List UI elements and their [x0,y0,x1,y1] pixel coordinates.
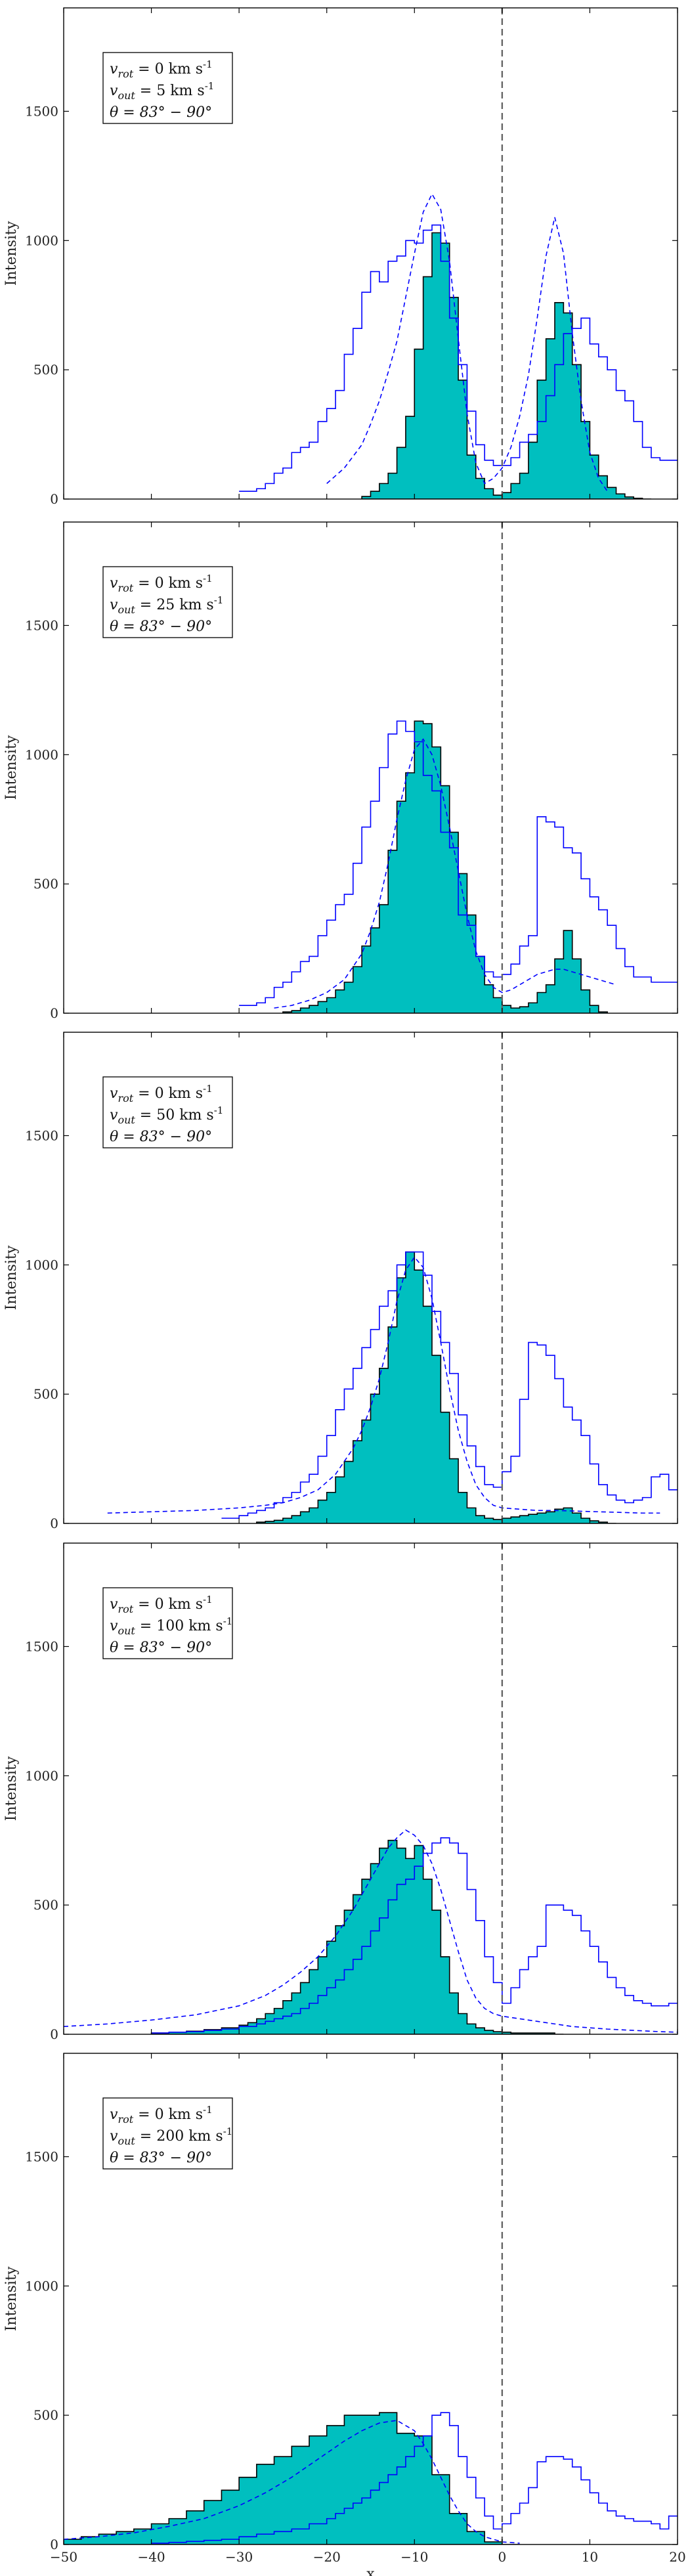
annotation-line: vrot = 0 km s-1 [110,58,213,80]
x-tick-label: −40 [137,2549,165,2565]
y-tick-label: 1500 [25,103,58,119]
plot-area [64,1829,678,2034]
y-axis-label: Intensity [3,1245,20,1310]
outline-histogram [151,1837,678,2034]
model-curve [107,1256,660,1514]
annotation-line: vrot = 0 km s-1 [110,1083,213,1104]
y-tick-label: 500 [33,1897,58,1913]
x-tick-label: −50 [50,2549,77,2565]
plot-area [107,1251,678,1523]
y-tick-label: 1000 [25,1257,58,1273]
annotation-line: vrot = 0 km s-1 [110,2104,213,2126]
y-axis-label: Intensity [3,735,20,800]
annotation-frame [102,1076,233,1148]
x-tick-label: −10 [400,2549,428,2565]
model-curve [64,2420,520,2544]
model-curve [64,1829,678,2033]
y-tick-label: 1000 [25,2278,58,2294]
y-tick-label: 1000 [25,1768,58,1783]
chart-panel-1: 0 500 1000 1500 Intensity vrot = 0 km s-1vout… [3,7,678,507]
plot-frame [63,1542,678,2035]
annotation-line: vrot = 0 km s-1 [110,573,213,594]
y-tick-label: 1000 [25,232,58,248]
chart-panel-2: 0 500 1000 1500 Intensity vrot = 0 km s-1vout… [3,521,678,1021]
y-axis-label: Intensity [3,221,20,286]
filled-histogram [256,1251,616,1523]
chart-panel-4: 0 500 1000 1500 Intensity vrot = 0 km s-1vout… [3,1542,678,2042]
annotation-frame [102,1587,233,1659]
y-tick-label: 500 [33,2407,58,2423]
x-tick-label: 20 [669,2549,685,2565]
plot-area [64,2412,678,2544]
filled-histogram [361,232,651,499]
y-tick-label: 1500 [25,1127,58,1143]
annotation-frame [102,566,233,638]
y-axis-label: Intensity [3,1756,20,1821]
y-tick-label: 0 [50,1005,58,1021]
y-tick-label: 1500 [25,2149,58,2164]
annotation-line: vout = 50 km s-1 [110,1104,223,1126]
annotation-line: θ = 83° − 90° [110,619,212,635]
outline-histogram [151,2412,678,2544]
y-tick-label: 0 [50,2026,58,2042]
filled-histogram [282,720,608,1013]
annotation-line: vout = 5 km s-1 [110,80,214,102]
annotation-line: θ = 83° − 90° [110,2150,212,2166]
plot-area [239,720,678,1013]
plot-frame [63,7,678,500]
plot-frame [63,1032,678,1524]
model-curve [326,192,608,492]
chart-panel-3: 0 500 1000 1500 Intensity vrot = 0 km s-1vout… [3,1032,678,1531]
x-tick-label: 0 [498,2549,506,2565]
x-tick-label: 10 [582,2549,598,2565]
x-tick-label: −20 [313,2549,341,2565]
model-curve [274,738,616,1009]
outline-histogram [239,224,678,492]
plot-frame [63,521,678,1014]
chart-panel-5: −50 −40 −30 −20 −10 0 10 20 0 500 1000 1500 Intensit… [3,2053,686,2576]
y-tick-label: 1500 [25,617,58,633]
annotation-line: vout = 100 km s-1 [110,1615,232,1637]
y-tick-label: 1000 [25,747,58,762]
annotation-line: vrot = 0 km s-1 [110,1594,213,1615]
annotation-line: θ = 83° − 90° [110,1129,212,1145]
annotation-line: θ = 83° − 90° [110,104,212,121]
x-axis-label: x [366,2566,375,2576]
y-tick-label: 500 [33,362,58,378]
plot-frame [63,2053,678,2545]
y-tick-label: 500 [33,1386,58,1402]
y-axis-label: Intensity [3,2266,20,2331]
annotation-frame [102,2097,233,2170]
y-tick-label: 0 [50,2537,58,2552]
plot-area [239,192,678,499]
filled-histogram [150,1839,564,2034]
annotation-line: vout = 25 km s-1 [110,594,223,616]
y-tick-label: 500 [33,876,58,892]
y-tick-label: 0 [50,491,58,507]
outline-histogram [239,720,678,1006]
outline-histogram [221,1251,678,1519]
x-tick-label: −30 [225,2549,253,2565]
y-tick-label: 1500 [25,1638,58,1654]
filled-histogram [64,2412,520,2544]
y-tick-label: 0 [50,1516,58,1531]
annotation-line: θ = 83° − 90° [110,1640,212,1656]
annotation-line: vout = 200 km s-1 [110,2126,232,2147]
annotation-frame [102,52,233,124]
